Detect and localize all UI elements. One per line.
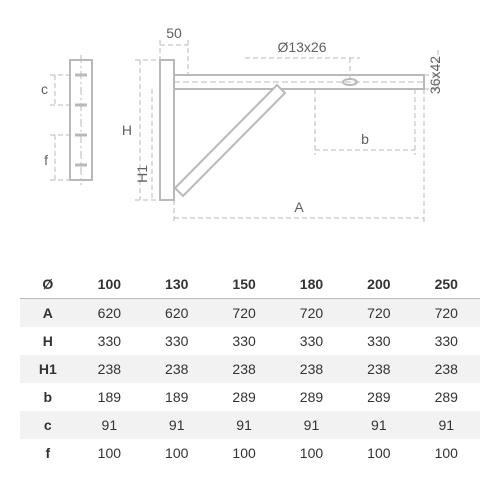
row-value: 330 <box>345 327 412 355</box>
table-header-col: 250 <box>413 270 480 299</box>
row-value: 238 <box>278 355 345 383</box>
row-value: 330 <box>278 327 345 355</box>
table-row: H1238238238238238238 <box>20 355 480 383</box>
row-value: 330 <box>143 327 210 355</box>
row-value: 100 <box>278 439 345 467</box>
row-value: 100 <box>345 439 412 467</box>
table-header-symbol: Ø <box>20 270 76 299</box>
row-value: 100 <box>76 439 143 467</box>
dim-f <box>50 135 70 180</box>
row-value: 289 <box>278 383 345 411</box>
label-c: c <box>41 81 48 97</box>
row-value: 238 <box>76 355 143 383</box>
technical-drawing: c f <box>20 20 480 250</box>
label-plate: 36x42 <box>427 56 443 94</box>
row-value: 91 <box>413 411 480 439</box>
row-value: 189 <box>143 383 210 411</box>
table: Ø100130150180200250 A620620720720720720H… <box>20 270 480 467</box>
table-row: H330330330330330330 <box>20 327 480 355</box>
table-row: b189189289289289289 <box>20 383 480 411</box>
row-value: 720 <box>345 299 412 328</box>
row-value: 238 <box>143 355 210 383</box>
row-value: 91 <box>143 411 210 439</box>
row-value: 100 <box>210 439 277 467</box>
row-label: b <box>20 383 76 411</box>
page: c f <box>0 0 500 500</box>
side-view <box>160 60 424 200</box>
dimension-table: Ø100130150180200250 A620620720720720720H… <box>20 270 480 467</box>
row-value: 289 <box>345 383 412 411</box>
row-value: 100 <box>143 439 210 467</box>
label-H: H <box>122 122 132 138</box>
row-label: f <box>20 439 76 467</box>
table-row: f100100100100100100 <box>20 439 480 467</box>
table-header-col: 130 <box>143 270 210 299</box>
table-header-col: 180 <box>278 270 345 299</box>
table-row: A620620720720720720 <box>20 299 480 328</box>
row-value: 91 <box>210 411 277 439</box>
label-slot: Ø13x26 <box>277 39 326 55</box>
table-header-col: 200 <box>345 270 412 299</box>
row-value: 330 <box>210 327 277 355</box>
row-value: 91 <box>278 411 345 439</box>
row-value: 720 <box>413 299 480 328</box>
table-header-col: 100 <box>76 270 143 299</box>
row-value: 289 <box>413 383 480 411</box>
row-label: A <box>20 299 76 328</box>
label-b: b <box>361 131 369 147</box>
row-value: 289 <box>210 383 277 411</box>
label-A: A <box>294 199 304 215</box>
label-H1: H1 <box>134 165 150 183</box>
row-value: 330 <box>413 327 480 355</box>
front-view <box>70 55 92 185</box>
label-f: f <box>44 152 48 168</box>
row-value: 720 <box>278 299 345 328</box>
table-header-col: 150 <box>210 270 277 299</box>
row-value: 238 <box>413 355 480 383</box>
row-label: H <box>20 327 76 355</box>
row-value: 91 <box>76 411 143 439</box>
row-value: 238 <box>345 355 412 383</box>
row-value: 91 <box>345 411 412 439</box>
table-row: c919191919191 <box>20 411 480 439</box>
row-value: 189 <box>76 383 143 411</box>
row-value: 720 <box>210 299 277 328</box>
row-value: 620 <box>143 299 210 328</box>
dim-c <box>50 75 70 105</box>
row-value: 620 <box>76 299 143 328</box>
row-label: c <box>20 411 76 439</box>
row-value: 238 <box>210 355 277 383</box>
label-50: 50 <box>166 25 182 41</box>
row-value: 100 <box>413 439 480 467</box>
table-head: Ø100130150180200250 <box>20 270 480 299</box>
row-value: 330 <box>76 327 143 355</box>
table-body: A620620720720720720H330330330330330330H1… <box>20 299 480 468</box>
row-label: H1 <box>20 355 76 383</box>
